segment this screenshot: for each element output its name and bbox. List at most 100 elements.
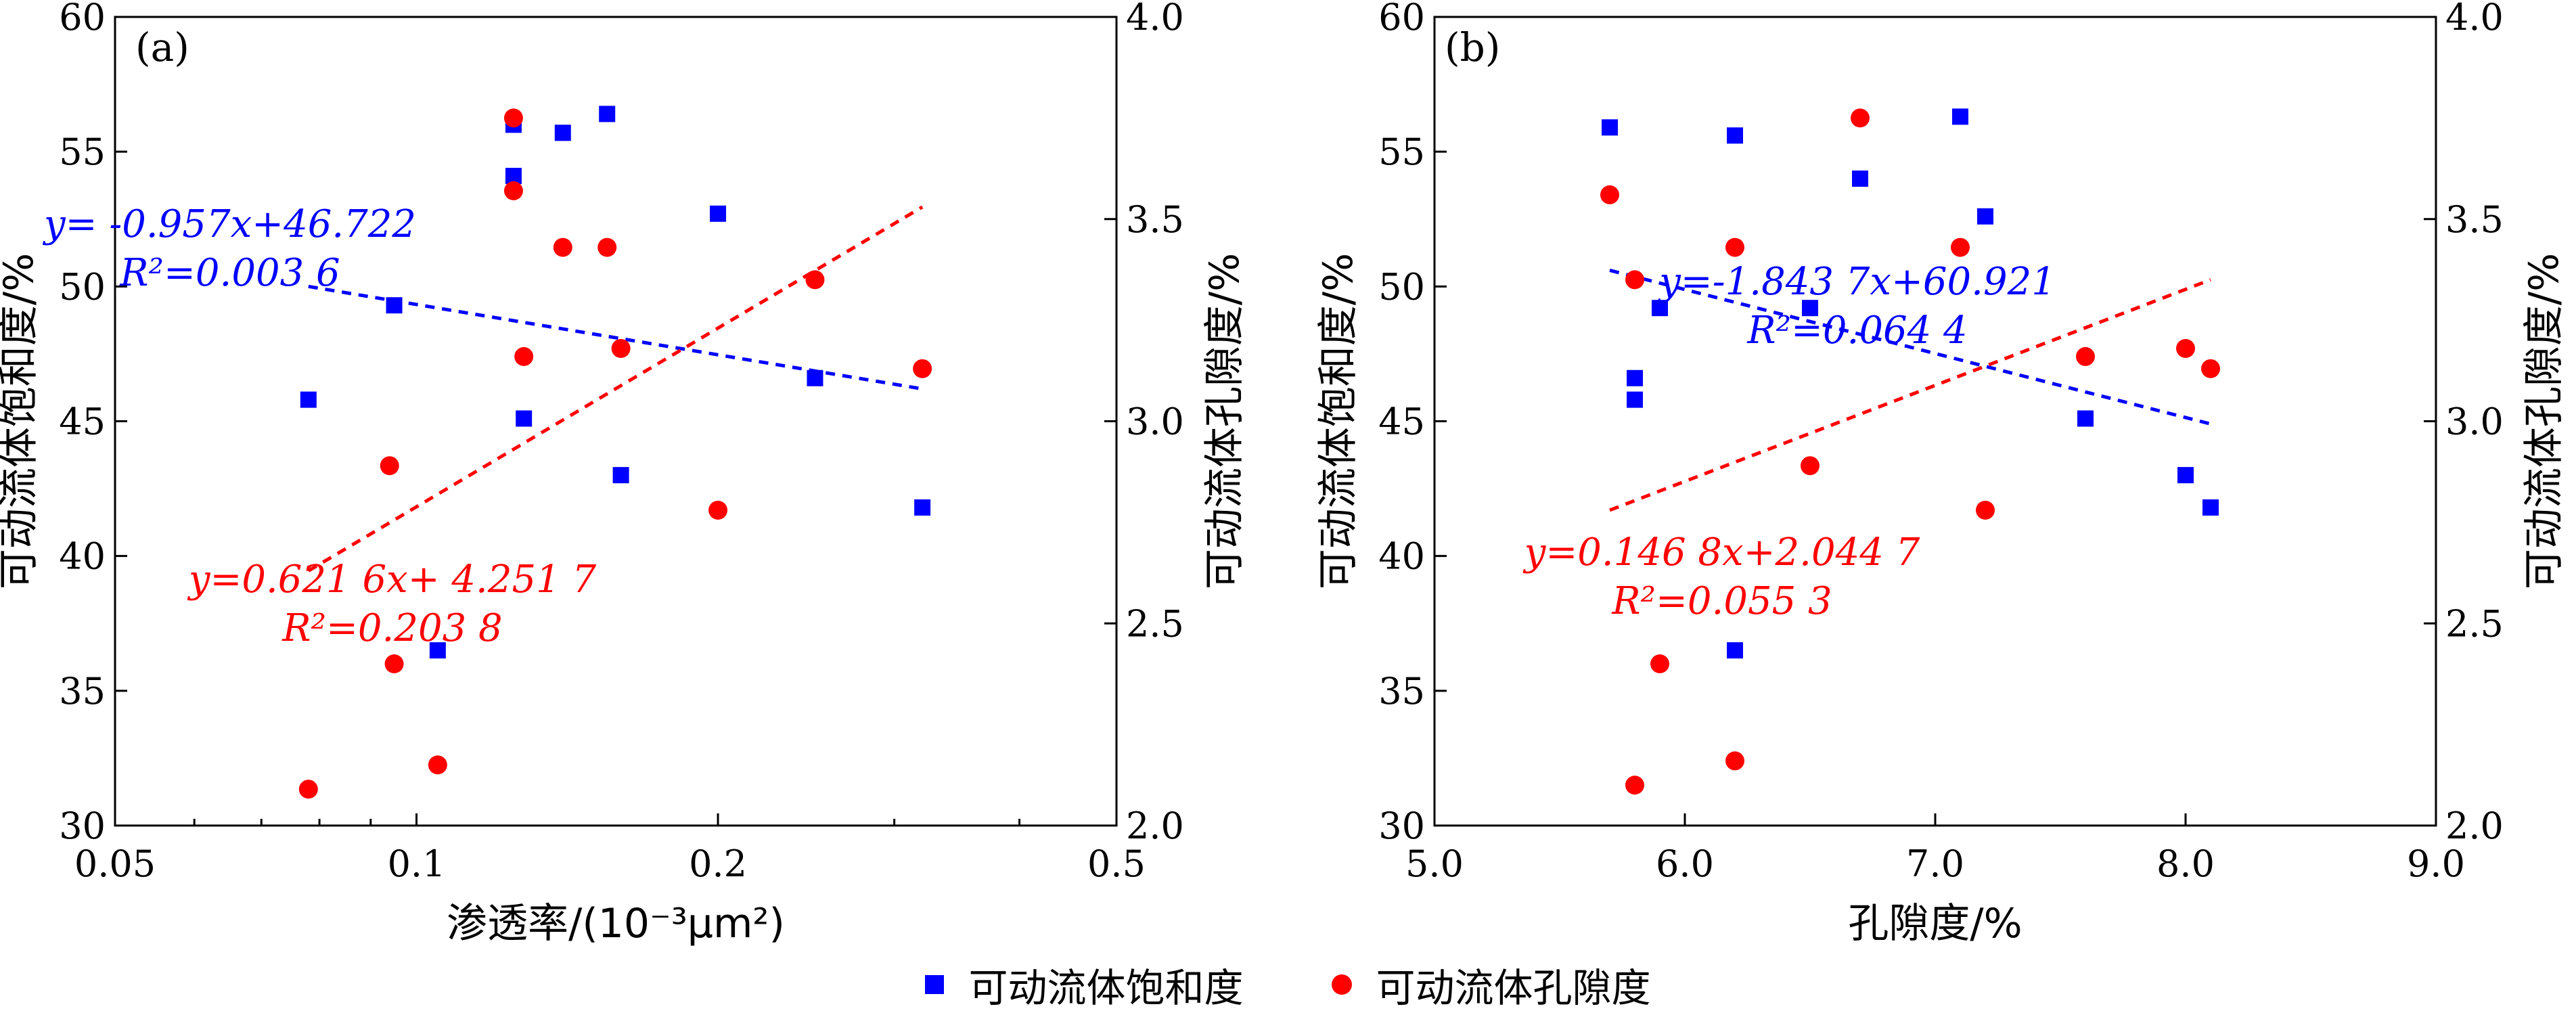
panel-a-saturation-point [599,106,616,122]
panel-a-porosity-point [428,755,447,775]
panel-a-x-tick-label: 0.2 [689,842,747,885]
panel-b-left-y-axis-title: 可动流体饱和度/% [1315,253,1362,589]
panel-b-saturation-point [1727,642,1743,659]
panel-b-x-tick-label: 8.0 [2156,842,2215,885]
panel-a-saturation-point [300,391,317,408]
panel-b-x-axis-title: 孔隙度/% [1848,900,2022,947]
panel-a-right-y-tick-label: 4.0 [1126,0,1184,39]
panel-b-x-tick-label: 6.0 [1656,842,1714,885]
panel-b-right-y-tick-label: 2.0 [2445,805,2504,847]
panel-b-porosity-point [1650,654,1669,673]
panel-a-plot-frame [114,16,1118,827]
panel-b-porosity-point [1625,775,1644,795]
panel-b-porosity-point [1801,456,1820,476]
panel-b-left-y-tick-label: 60 [1378,0,1425,39]
panel-a-porosity-point [805,270,825,290]
panel-a-porosity-point [553,238,572,257]
panel-a-porosity-point [913,359,932,378]
panel-b-right-y-tick-label: 2.5 [2445,602,2504,645]
panel-b-porosity-point [2076,346,2095,366]
panel-a-porosity-point [384,654,404,673]
panel-b-saturation-point [1652,300,1668,317]
panel-b-porosity-point [1851,108,1870,128]
panel-a-x-tick-label: 0.1 [388,842,446,885]
panel-b-left-y-tick-label: 35 [1378,670,1425,713]
circle-marker-icon [1331,974,1352,995]
panel-b-left-y-tick-label: 40 [1378,535,1425,578]
panel-a-saturation-point [807,369,823,386]
legend-label-saturation: 可动流体饱和度 [968,965,1244,1011]
panel-b-panel-label: (b) [1445,24,1500,70]
panel-a-right-y-tick-label: 3.0 [1126,401,1184,443]
panel-a-left-y-tick-label: 55 [59,131,106,173]
panel-b-right-y-axis-title: 可动流体孔隙度/% [2521,253,2568,589]
panel-b-saturation-point [1802,300,1818,317]
panel-b-porosity-point [1725,238,1744,257]
panel-a-porosity-point [298,780,318,799]
panel-b-right-y-tick-label: 3.5 [2445,198,2504,241]
panel-a-right-y-tick-label: 2.5 [1126,602,1184,645]
panel-a-saturation-point [914,499,931,516]
panel-b-saturation-point [1627,369,1643,386]
panel-a-left-y-axis-title: 可动流体饱和度/% [0,253,43,589]
panel-b-saturation-point [1627,391,1643,408]
panel-a-r2-porosity: R²=0.203 8 [281,606,502,650]
panel-a-panel-label: (a) [135,24,189,70]
panel-a-trendline-saturation [308,284,923,391]
panel-a-saturation-point [612,467,629,484]
panel-b-saturation-point [1952,108,1968,125]
panel-a-left-y-tick-label: 45 [59,401,106,443]
legend: 可动流体饱和度 可动流体孔隙度 [0,961,2576,1011]
panel-a-porosity-point [503,181,523,200]
panel-b-saturation-point [1602,119,1618,136]
panel-a-x-tick-label: 0.05 [74,842,156,885]
panel-b-porosity-point [2201,359,2220,378]
panel-b-r2-porosity: R²=0.055 3 [1611,579,1832,623]
panel-a-left-y-tick-label: 35 [59,670,106,713]
panel-a-porosity-point [611,338,631,358]
panel-b-saturation-point [1977,208,1993,225]
panel-b-equation-porosity: y=0.146 8x+2.044 7 [1522,531,1920,575]
panel-b-r2-saturation: R²=0.064 4 [1746,309,1967,353]
panel-b-porosity-point [1725,751,1744,771]
square-marker-icon [925,975,945,994]
legend-item-saturation: 可动流体饱和度 [925,956,1244,1013]
panel-a-saturation-point [429,642,446,659]
panel-a-saturation-point [516,410,533,427]
panel-a-right-y-axis-title: 可动流体孔隙度/% [1201,253,1248,589]
panel-b-left-y-tick-label: 45 [1378,401,1425,443]
panel-a-saturation-point [710,205,727,222]
panel-b-porosity-point [1600,185,1619,204]
panel-b-plot-frame [1433,16,2437,827]
panel-a-x-tick-label: 0.5 [1087,842,1146,885]
panel-a-left-y-tick-label: 50 [59,265,106,308]
panel-b-equation-saturation: y=-1.843 7x+60.921 [1657,260,2056,304]
panel-a-porosity-point [503,108,523,128]
panel-a-porosity-point [514,346,534,366]
panel-b-saturation-point [1727,127,1743,144]
panel-a-equation-saturation: y= -0.957x+46.722 [42,202,416,246]
panel-a-porosity-point [708,500,728,520]
panel-a-saturation-point [554,125,571,141]
panel-a-equation-porosity: y=0.621 6x+ 4.251 7 [187,558,597,602]
panel-a-porosity-point [380,456,399,476]
panel-b-porosity-point [1625,270,1644,290]
panel-b-saturation-point [1852,171,1868,187]
panel-b-left-y-tick-label: 50 [1378,265,1425,308]
panel-a-x-axis-title: 渗透率/(10⁻³μm²) [447,900,785,947]
panel-a-right-y-tick-label: 2.0 [1126,805,1184,847]
panel-a-left-y-tick-label: 30 [59,805,106,847]
panel-b-x-tick-label: 9.0 [2407,842,2465,885]
panel-b-left-y-tick-label: 55 [1378,131,1425,173]
panel-b-right-y-tick-label: 3.0 [2445,401,2504,443]
panel-b-porosity-point [2176,338,2195,358]
panel-b-porosity-point [1976,500,1995,520]
panel-a-trendline-porosity [307,205,924,572]
figure: 0.05 0.1 0.2 0.5 30 35 40 45 50 55 60 2.0 2.5 3.0 3.5 4… [0,0,2568,947]
panel-a-right-y-tick-label: 3.5 [1126,198,1184,241]
panel-b-saturation-point [2077,410,2094,427]
panel-b-x-tick-label: 7.0 [1906,842,1964,885]
panel-a-porosity-point [597,238,617,257]
panel-b-right-y-tick-label: 4.0 [2445,0,2504,39]
panel-a-left-y-tick-label: 40 [59,535,106,578]
